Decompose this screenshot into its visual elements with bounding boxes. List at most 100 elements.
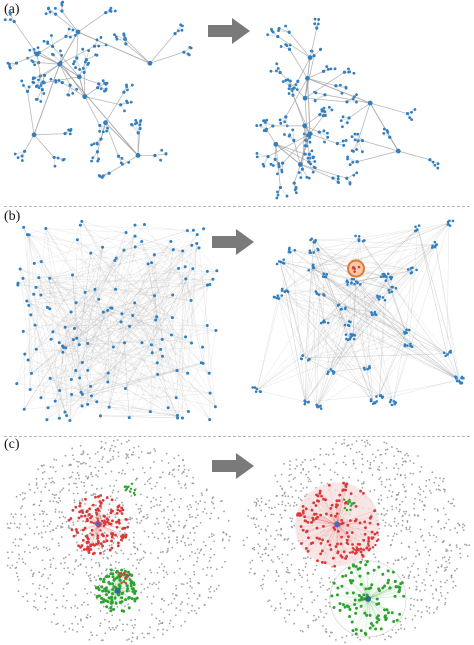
network-node <box>391 570 395 574</box>
network-node <box>293 609 296 612</box>
network-node <box>253 548 256 551</box>
network-node <box>163 537 166 540</box>
network-node <box>329 468 332 471</box>
network-node <box>397 467 400 470</box>
network-node <box>378 589 382 593</box>
network-edge <box>27 234 115 261</box>
network-node <box>153 448 156 450</box>
network-edge <box>307 78 311 134</box>
network-node <box>150 506 153 509</box>
network-node <box>319 552 323 556</box>
network-node <box>98 584 101 587</box>
network-node <box>71 573 74 576</box>
network-node <box>146 452 149 455</box>
network-node <box>61 345 65 349</box>
network-node <box>130 553 132 556</box>
network-node <box>383 298 387 302</box>
network-node <box>361 483 363 485</box>
network-node <box>87 540 90 544</box>
network-node <box>154 523 157 526</box>
network-node <box>375 616 379 620</box>
network-node <box>457 522 459 525</box>
network-node <box>335 512 339 516</box>
network-edge <box>55 363 204 402</box>
network-edge <box>279 261 306 359</box>
network-node <box>342 550 346 554</box>
network-node <box>97 174 101 177</box>
network-edge <box>71 379 130 418</box>
network-node <box>173 571 176 574</box>
network-node <box>192 526 195 529</box>
network-edge <box>336 490 343 525</box>
network-node <box>389 484 392 487</box>
network-edge <box>85 499 99 525</box>
network-node <box>127 161 131 164</box>
network-edge <box>324 94 371 104</box>
network-node <box>86 537 90 541</box>
network-node <box>127 596 131 600</box>
network-edge <box>366 367 374 402</box>
network-node <box>109 484 112 487</box>
network-node <box>77 343 81 347</box>
network-node <box>274 607 277 610</box>
network-node <box>455 544 458 547</box>
network-node <box>304 458 307 461</box>
network-node <box>418 553 421 556</box>
network-node <box>51 582 54 585</box>
network-node <box>94 508 98 512</box>
network-node <box>161 622 164 625</box>
network-node <box>387 534 389 537</box>
network-edge <box>82 234 198 363</box>
network-node <box>156 517 158 520</box>
network-edge <box>98 513 123 525</box>
network-edge <box>352 598 369 631</box>
network-node <box>133 223 137 227</box>
network-node <box>313 166 317 170</box>
network-node <box>302 468 305 471</box>
network-node <box>412 472 415 475</box>
network-edge <box>77 239 173 318</box>
network-node <box>295 458 298 461</box>
network-node <box>101 600 105 604</box>
network-edge <box>87 268 193 344</box>
network-edge <box>305 239 314 402</box>
network-node <box>351 502 354 506</box>
network-edge <box>82 310 108 363</box>
network-node <box>49 337 53 341</box>
network-node <box>293 248 297 252</box>
network-edge <box>275 143 306 155</box>
network-node <box>284 509 287 512</box>
network-node <box>78 500 81 503</box>
network-node <box>100 176 104 179</box>
network-node <box>330 478 332 481</box>
network-edge <box>151 262 210 285</box>
network-node <box>345 463 347 466</box>
network-node <box>314 517 318 521</box>
network-node <box>277 26 281 30</box>
network-node <box>101 499 105 502</box>
network-edge <box>77 12 106 33</box>
network-node <box>61 605 64 608</box>
network-node <box>322 625 324 627</box>
network-edge <box>291 249 410 345</box>
network-edge <box>335 85 343 94</box>
network-node <box>415 555 417 558</box>
network-node <box>186 582 189 585</box>
network-node <box>383 615 387 619</box>
network-node <box>62 515 65 518</box>
network-node <box>376 522 380 526</box>
network-node <box>128 439 130 442</box>
network-node <box>451 502 454 505</box>
network-node <box>96 142 99 146</box>
network-node <box>447 518 450 521</box>
network-node <box>357 265 361 269</box>
network-node <box>414 541 417 544</box>
network-node <box>116 497 118 500</box>
network-node <box>61 465 64 467</box>
network-edge <box>307 71 324 79</box>
network-node <box>160 337 164 341</box>
network-node <box>91 634 94 637</box>
network-node <box>302 123 308 129</box>
network-node <box>174 396 178 400</box>
network-node <box>382 132 386 135</box>
